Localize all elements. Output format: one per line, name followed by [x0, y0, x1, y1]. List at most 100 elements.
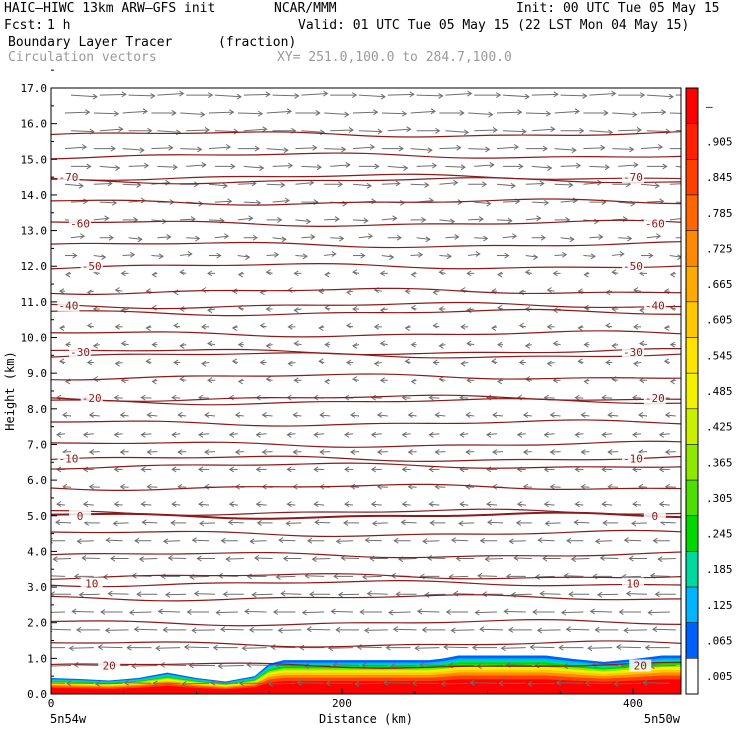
vector-head: [101, 254, 107, 261]
vector-shaft: [468, 218, 484, 221]
vector-shaft: [272, 199, 290, 203]
contour-label: -40: [59, 299, 79, 312]
vector-head: [88, 483, 95, 490]
vector-head: [293, 307, 299, 314]
contour-label-bg: [80, 260, 103, 273]
vector-head: [193, 590, 200, 597]
vector-head: [231, 288, 238, 295]
vector-head: [580, 412, 586, 418]
vector-head: [333, 573, 339, 580]
vector-head: [173, 289, 179, 296]
vector-head: [498, 680, 504, 687]
vector-shaft: [492, 451, 504, 453]
vector-head: [200, 111, 206, 118]
vector-shaft: [333, 664, 360, 666]
y-tick-label: 10.0: [21, 332, 48, 345]
vector-shaft: [120, 414, 129, 417]
vector-head: [417, 251, 424, 258]
vector-shaft: [502, 235, 517, 239]
vector-shaft: [466, 451, 475, 453]
vector-head: [407, 449, 413, 456]
vector-head: [598, 233, 604, 240]
vector-shaft: [618, 129, 642, 132]
y-tick-label: 12.0: [21, 260, 48, 273]
vector-shaft: [320, 451, 331, 453]
vector-head: [229, 109, 235, 116]
vector-shaft: [99, 128, 123, 132]
vector-head: [222, 182, 228, 189]
vector-head: [431, 162, 438, 169]
vector-head: [158, 253, 164, 260]
vector-head: [254, 555, 260, 561]
vector-shaft: [113, 522, 129, 524]
vector-head: [543, 199, 550, 206]
vector-head: [483, 235, 489, 242]
x-axis: 0 200 400: [48, 688, 643, 710]
vector-shaft: [429, 433, 440, 436]
vector-head: [283, 147, 289, 154]
vector-head: [346, 289, 352, 296]
vector-head: [140, 431, 146, 438]
vector-head: [286, 431, 292, 438]
vector-shaft: [208, 219, 224, 222]
vector-head: [228, 501, 235, 507]
vector-shaft: [51, 575, 66, 577]
vector-head: [171, 431, 177, 438]
vector-head: [241, 645, 247, 652]
vector-head: [177, 449, 183, 456]
vector-head: [475, 251, 481, 257]
vector-shaft: [51, 664, 72, 667]
vector-shaft: [537, 629, 561, 631]
vector-head: [486, 431, 492, 438]
vector-shaft: [229, 433, 238, 436]
vector-shaft: [128, 94, 155, 97]
vector-head: [231, 358, 238, 365]
vector-shaft: [352, 111, 378, 114]
vector-head: [325, 680, 331, 687]
vector-head: [529, 644, 535, 650]
vector-head: [261, 449, 267, 456]
vector-shaft: [147, 414, 158, 417]
vector-head: [143, 162, 150, 169]
vector-shaft: [372, 522, 388, 524]
vector-head: [204, 449, 210, 456]
vector-head: [123, 679, 129, 686]
y-tick-label: 3.0: [27, 581, 47, 594]
vector-shaft: [402, 433, 411, 436]
vector-shaft: [640, 183, 660, 187]
vector-shaft: [51, 611, 66, 613]
vector-shaft: [531, 128, 555, 132]
vector-shaft: [439, 219, 455, 222]
vector-shaft: [410, 110, 436, 114]
vector-shaft: [79, 593, 100, 596]
vector-head: [262, 126, 268, 133]
vector-head: [495, 92, 502, 99]
vector-shaft: [314, 433, 325, 436]
vector-head: [587, 645, 593, 652]
vector-head: [404, 358, 410, 365]
vector-head: [82, 431, 89, 438]
vector-head: [385, 644, 391, 651]
vector-head: [113, 501, 119, 507]
vector-shaft: [93, 255, 106, 258]
vector-head: [392, 215, 398, 222]
vector-head: [399, 199, 406, 206]
vector-head: [522, 449, 529, 456]
vector-head: [248, 215, 254, 222]
vector-head: [198, 501, 204, 507]
colorbar-segment: [685, 230, 699, 267]
vector-shaft: [157, 93, 184, 96]
vector-shaft: [204, 451, 216, 453]
vector-head: [370, 431, 377, 438]
vector-head: [568, 182, 574, 188]
vector-shaft: [216, 611, 238, 614]
vector-shaft: [502, 200, 520, 203]
vector-head: [454, 233, 460, 240]
vector-head: [628, 555, 634, 562]
vector-shaft: [506, 664, 532, 666]
vector-head: [411, 680, 417, 687]
vector-head: [59, 325, 65, 331]
vector-head: [82, 501, 89, 507]
vector-shaft: [640, 146, 663, 150]
vector-head: [367, 233, 374, 240]
